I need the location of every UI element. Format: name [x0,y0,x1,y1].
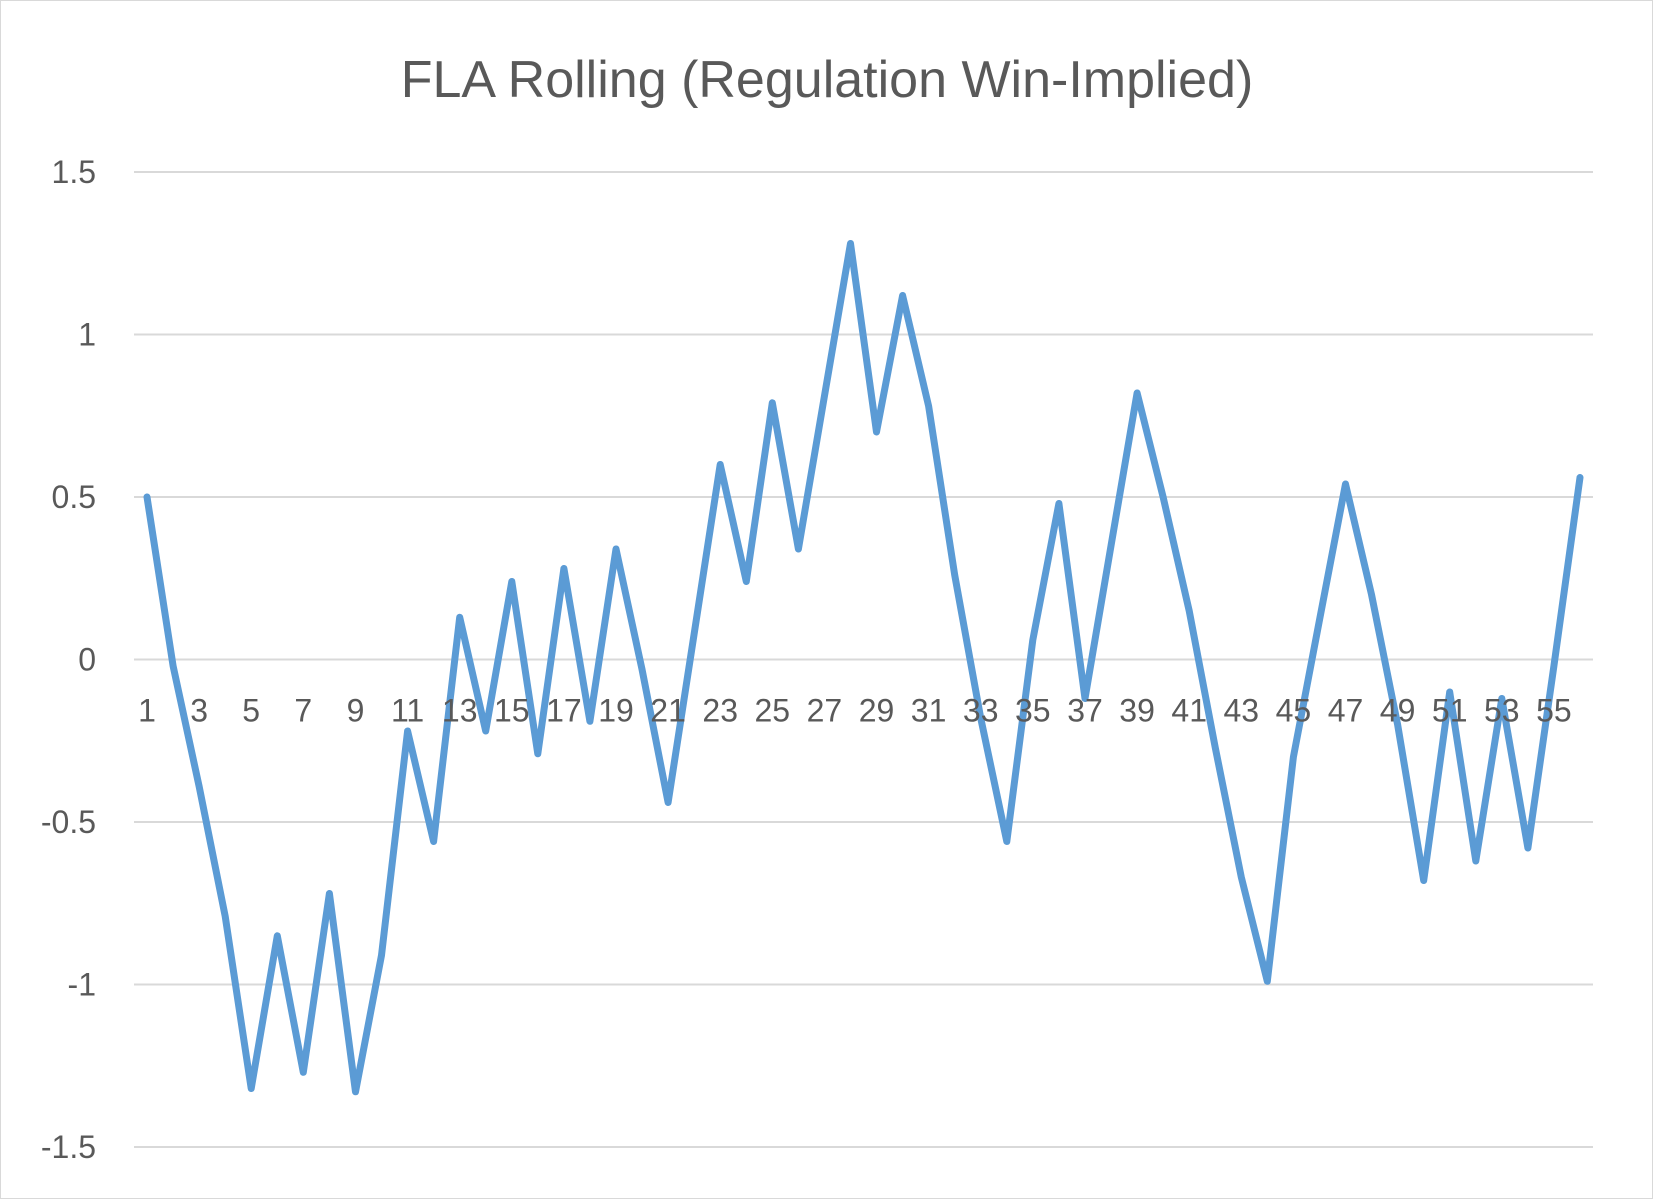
y-tick-label: 1.5 [52,154,96,190]
x-tick-label: 19 [598,693,634,729]
data-point [821,393,828,400]
data-point [665,799,672,806]
x-tick-label: 33 [963,693,999,729]
data-point [873,429,880,435]
x-tick-label: 21 [650,693,686,729]
data-point [1003,838,1010,845]
data-point [1498,695,1505,702]
data-point [1577,474,1583,481]
data-point [560,565,567,572]
data-point [717,461,724,468]
data-point [1394,721,1401,728]
data-point [1029,637,1036,643]
data-point [196,783,203,790]
data-point [430,838,437,845]
data-point [1264,978,1271,985]
x-tick-label: 15 [494,693,530,729]
data-point [925,403,932,409]
data-point [534,750,541,757]
y-tick-label: 0.5 [52,479,96,515]
data-point [899,292,906,299]
data-point [482,728,489,734]
data-point [951,572,958,578]
data-point [769,399,776,406]
data-point [795,546,802,552]
data-point [1342,481,1349,487]
x-tick-label: 3 [190,693,208,729]
x-tick-label: 37 [1067,693,1103,729]
data-point [404,728,411,734]
data-point [691,630,698,637]
data-point [639,666,645,673]
data-point [743,578,750,585]
data-point [586,718,593,725]
data-point [248,1085,255,1092]
series-lines [143,240,1584,1096]
x-tick-label: 45 [1276,693,1312,729]
data-point [613,546,619,552]
data-point [1550,663,1557,669]
x-tick-label: 55 [1536,693,1572,729]
data-point [1316,617,1323,624]
data-point [1290,754,1297,760]
x-tick-label: 35 [1015,693,1051,729]
x-tick-label: 23 [702,693,738,729]
x-tick-label: 17 [546,693,582,729]
data-point [1420,877,1427,884]
data-point [1212,744,1219,751]
x-tick-label: 7 [294,693,312,729]
x-tick-label: 49 [1380,693,1416,729]
data-point [1160,494,1167,500]
x-axis-tick-labels: 1 3 5 7 9 11 13 15 17 19 21 23 25 27 29 31 33 35 37 39 41 43 4… [138,693,1572,729]
y-tick-label: 0 [78,642,96,678]
data-point [1082,695,1088,702]
x-tick-label: 9 [347,693,365,729]
data-point [1368,591,1375,598]
x-tick-label: 51 [1432,693,1468,729]
y-tick-label: 1 [78,317,96,353]
x-tick-label: 27 [807,693,843,729]
data-point [1134,390,1141,396]
y-axis-tick-labels: 1.5 1 0.5 0 -0.5 -1 -1.5 [41,154,96,1165]
data-point [1238,874,1245,881]
x-tick-label: 29 [859,693,895,729]
data-point [1472,858,1479,864]
chart-title: FLA Rolling (Regulation Win-Implied) [401,51,1254,109]
data-point [352,1088,359,1095]
x-tick-label: 25 [755,693,791,729]
data-point [326,890,333,897]
x-tick-label: 41 [1171,693,1207,729]
x-tick-label: 13 [442,693,478,729]
data-point [1186,607,1193,614]
data-point [1055,500,1062,507]
y-tick-label: -1.5 [41,1129,96,1165]
data-point [144,494,150,500]
x-tick-label: 31 [911,693,947,729]
y-tick-label: -0.5 [41,804,96,840]
data-point [977,715,984,721]
data-point [847,240,854,247]
x-tick-label: 5 [242,693,260,729]
data-point [378,952,385,959]
x-tick-label: 1 [138,693,156,729]
x-tick-label: 11 [391,693,424,729]
series-line-0 [143,240,1584,1096]
data-point [274,932,281,939]
data-point [170,663,177,669]
x-tick-label: 39 [1119,693,1155,729]
data-point [508,578,515,585]
y-tick-label: -1 [68,967,96,1003]
data-point [300,1069,307,1076]
data-point [222,913,229,920]
data-point [1524,845,1531,851]
x-tick-label: 53 [1484,693,1520,729]
x-tick-label: 43 [1224,693,1260,729]
x-tick-label: 47 [1328,693,1364,729]
data-point [1446,689,1453,695]
data-point [456,614,463,621]
data-point [1108,542,1114,549]
